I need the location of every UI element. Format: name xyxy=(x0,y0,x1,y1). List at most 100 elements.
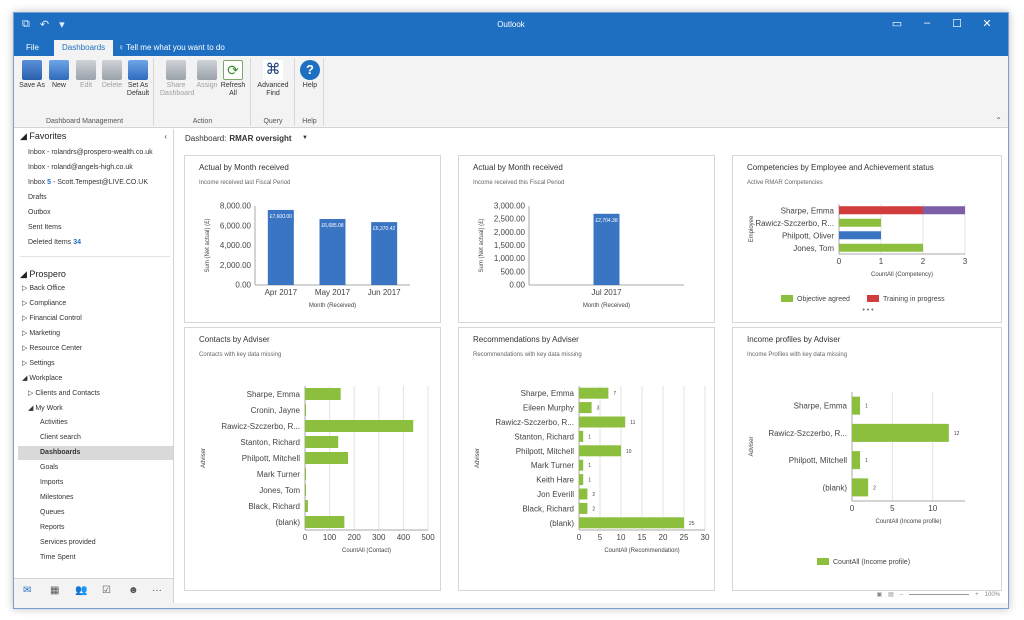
x-axis-title: CountAll (Contact) xyxy=(342,548,391,554)
nav-folder-drafts[interactable]: Drafts xyxy=(28,194,47,201)
zoom-out-icon[interactable]: – xyxy=(899,591,904,598)
bar-data-label: 1 xyxy=(865,404,868,410)
edit-button[interactable]: Edit xyxy=(73,60,99,90)
groups-icon[interactable]: ☻ xyxy=(128,585,139,596)
bar xyxy=(579,430,584,442)
prospero-header[interactable]: ◢ Prospero xyxy=(20,269,66,280)
nav-client-search[interactable]: Client search xyxy=(40,434,81,441)
bar-segment xyxy=(839,243,923,252)
tab-file[interactable]: File xyxy=(26,43,39,52)
calendar-icon[interactable]: ▦ xyxy=(50,585,60,596)
minimize-button[interactable]: – xyxy=(923,17,931,29)
nav-marketing[interactable]: ▷ Marketing xyxy=(22,329,60,337)
bar xyxy=(319,218,346,285)
set-as-default-button[interactable]: Set As Default xyxy=(124,60,152,98)
refresh-all-button[interactable]: ⟳ Refresh All xyxy=(220,60,246,98)
collapse-pane-icon[interactable]: ‹ xyxy=(164,132,167,141)
ribbon-display-options-icon[interactable]: ▭ xyxy=(891,18,903,30)
tell-me-box[interactable]: ♀ Tell me what you want to do xyxy=(118,40,225,56)
favorites-header[interactable]: ◢ Favorites xyxy=(20,131,66,142)
bar xyxy=(579,445,621,457)
collapse-ribbon-icon[interactable]: ⌃ xyxy=(995,116,1002,125)
mail-icon[interactable]: ✉ xyxy=(23,585,32,596)
zoom-slider[interactable] xyxy=(909,594,970,595)
delete-button[interactable]: Delete xyxy=(99,60,125,90)
close-button[interactable]: ✕ xyxy=(982,18,992,30)
nav-time-spent[interactable]: Time Spent xyxy=(40,554,76,561)
new-button[interactable]: New xyxy=(46,60,72,90)
bar-data-label: 2 xyxy=(592,506,595,512)
nav-settings[interactable]: ▷ Settings xyxy=(22,359,55,367)
nav-goals[interactable]: Goals xyxy=(40,464,58,471)
nav-label: Reports xyxy=(40,524,65,531)
save-as-button[interactable]: Save As xyxy=(19,60,45,90)
nav-dashboards[interactable]: Dashboards xyxy=(18,446,173,460)
help-icon: ? xyxy=(300,60,320,80)
nav-financial-control[interactable]: ▷ Financial Control xyxy=(22,314,82,322)
undo-icon[interactable]: ↶ xyxy=(39,19,50,31)
y-tick-label: 2,500.00 xyxy=(494,215,526,224)
chart-panel-actual-last-period: Actual by Month received Income received… xyxy=(184,155,441,323)
y-tick-label: Rawicz-Szczerbo, R... xyxy=(495,418,574,427)
window-controls: ▭ – ☐ ✕ xyxy=(882,17,1002,30)
chart-svg: 0 5 10 15 20 25 30 Sharpe, Emma 7 Eileen Murphy 3 R… xyxy=(475,386,710,554)
nav-activities[interactable]: Activities xyxy=(40,419,68,426)
nav-folder-inbox-angels[interactable]: Inbox - roland@angels-high.co.uk xyxy=(28,164,133,171)
dashboard-selector[interactable]: Dashboard: RMAR oversight xyxy=(185,134,292,143)
save-as-label: Save As xyxy=(19,82,45,89)
normal-view-icon[interactable]: ▣ xyxy=(876,592,883,598)
bar xyxy=(305,516,345,528)
nav-folder-inbox-live[interactable]: Inbox 5 - Scott.Tempest@LIVE.CO.UK xyxy=(28,179,148,186)
nav-resource-center[interactable]: ▷ Resource Center xyxy=(22,344,82,352)
nav-imports[interactable]: Imports xyxy=(40,479,63,486)
reading-view-icon[interactable]: ▤ xyxy=(888,592,894,598)
bar xyxy=(305,500,308,512)
nav-folder-inbox-prospero[interactable]: Inbox - rolandrs@prospero-wealth.co.uk xyxy=(28,149,153,156)
tab-dashboards[interactable]: Dashboards xyxy=(54,40,114,56)
zoom-in-icon[interactable]: + xyxy=(975,591,979,598)
nav-folder-deleted[interactable]: Deleted Items 34 xyxy=(28,239,81,246)
nav-compliance[interactable]: ▷ Compliance xyxy=(22,299,66,307)
nav-label: Resource Center xyxy=(29,345,83,352)
nav-label: Dashboards xyxy=(40,449,81,456)
nav-folder-outbox[interactable]: Outbox xyxy=(28,209,51,216)
more-icon[interactable]: ··· xyxy=(152,585,162,596)
x-axis-title: CountAll (Income profile) xyxy=(875,519,941,525)
bar-data-label: 1 xyxy=(865,458,868,464)
nav-clients-and-contacts[interactable]: ▷ Clients and Contacts xyxy=(28,389,100,397)
share-dashboard-button[interactable]: Share Dashboard xyxy=(160,60,194,98)
nav-my-work[interactable]: ◢ My Work xyxy=(28,404,63,412)
bar xyxy=(305,388,341,400)
nav-back-office[interactable]: ▷ Back Office xyxy=(22,284,65,292)
x-tick-label: 25 xyxy=(680,533,689,542)
bar-segment xyxy=(839,231,881,240)
nav-workplace[interactable]: ◢ Workplace xyxy=(22,374,62,382)
bar xyxy=(593,213,620,285)
y-tick-label: Sharpe, Emma xyxy=(794,402,848,411)
y-tick-label: Black, Richard xyxy=(248,502,300,511)
chevron-down-icon[interactable]: ▼ xyxy=(302,135,308,141)
ribbon: Save As New Edit Delete Set As Default D… xyxy=(14,56,1008,128)
y-tick-label: Jon Everill xyxy=(537,490,574,499)
x-tick-label: 10 xyxy=(617,533,626,542)
advanced-find-button[interactable]: ⌘ Advanced Find xyxy=(256,60,290,98)
x-tick-label: 0 xyxy=(850,504,855,513)
nav-queues[interactable]: Queues xyxy=(40,509,65,516)
nav-folder-sent[interactable]: Sent Items xyxy=(28,224,61,231)
chart-subtitle: Income Profiles with key data missing xyxy=(747,352,848,358)
nav-services-provided[interactable]: Services provided xyxy=(40,539,96,546)
people-icon[interactable]: 👥 xyxy=(75,585,88,596)
nav-label: Client search xyxy=(40,434,81,441)
maximize-button[interactable]: ☐ xyxy=(952,18,962,30)
nav-label: Marketing xyxy=(29,330,61,337)
y-tick-label: Rawicz-Szczerbo, R... xyxy=(221,422,300,431)
nav-milestones[interactable]: Milestones xyxy=(40,494,73,501)
tasks-icon[interactable]: ☑ xyxy=(102,585,111,596)
customize-qat-icon[interactable]: ▾ xyxy=(59,19,65,31)
y-tick-label: 2,000.00 xyxy=(494,228,526,237)
nav-reports[interactable]: Reports xyxy=(40,524,65,531)
send-receive-icon[interactable]: ⧉ xyxy=(22,18,30,30)
assign-button[interactable]: Assign xyxy=(194,60,220,90)
help-button[interactable]: ? Help xyxy=(297,60,323,90)
y-tick-label: Cronin, Jayne xyxy=(251,406,301,415)
